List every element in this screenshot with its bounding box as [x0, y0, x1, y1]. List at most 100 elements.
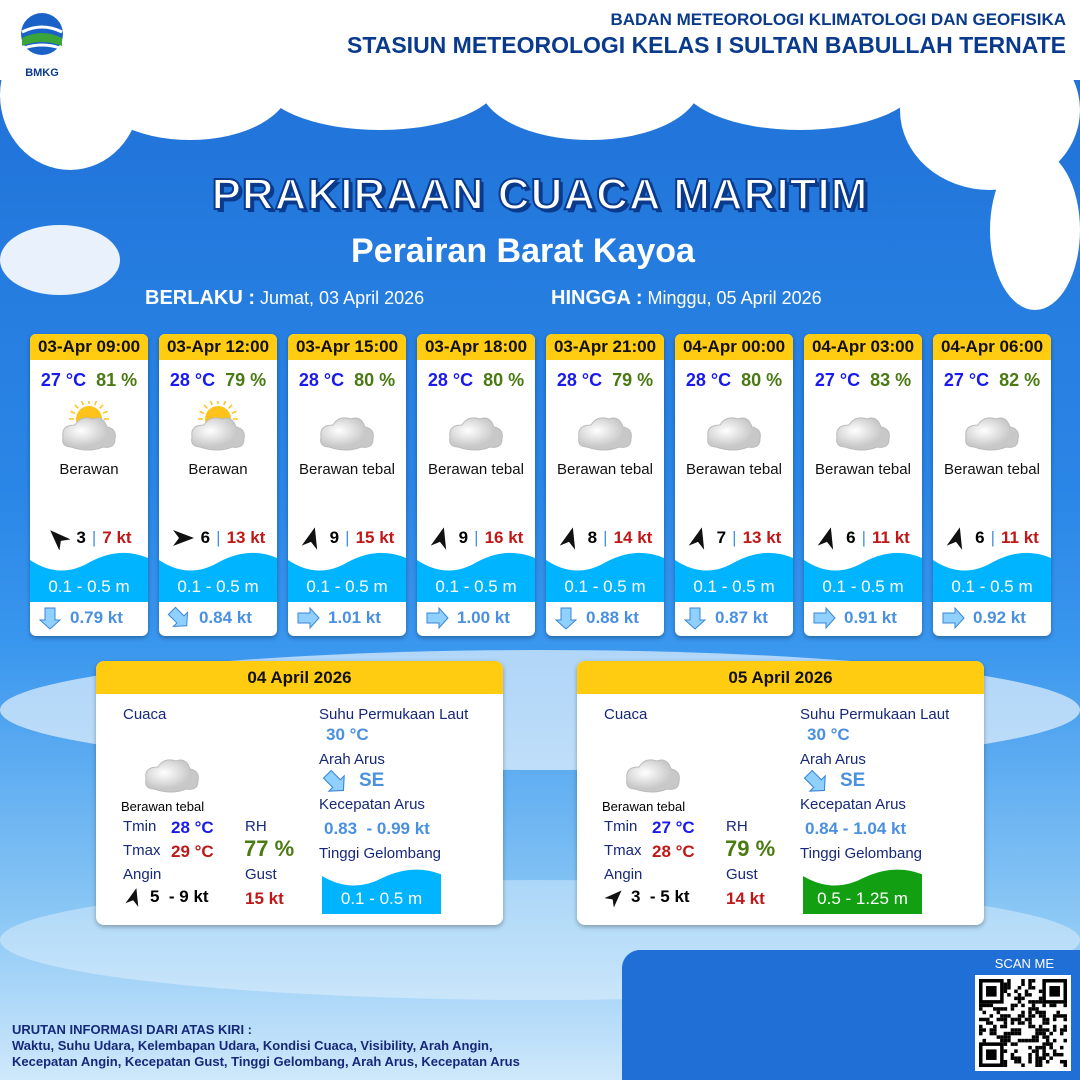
valid-from-value: Jumat, 03 April 2026: [260, 288, 425, 308]
label-sst: Suhu Permukaan Laut: [800, 706, 950, 723]
current-direction-icon: [38, 607, 62, 630]
weather-desc: Berawan: [59, 461, 119, 478]
wind-range: 5 - 9 kt: [150, 887, 209, 906]
label-tmin: Tmin: [123, 818, 157, 835]
station-name: STASIUN METEOROLOGI KELAS I SULTAN BABUL…: [347, 32, 1066, 58]
label-cuaca: Cuaca: [123, 706, 167, 723]
current-direction-icon: [426, 606, 449, 630]
rh-value: 79 %: [725, 836, 776, 861]
humidity: 80 %: [483, 370, 525, 390]
org-name: BADAN METEOROLOGI KLIMATOLOGI DAN GEOFIS…: [610, 10, 1066, 29]
wind-speed: 6: [200, 528, 211, 547]
qr-code[interactable]: [975, 975, 1071, 1071]
label-tinggi: Tinggi Gelombang: [319, 845, 442, 862]
label-sst: Suhu Permukaan Laut: [319, 706, 469, 723]
current-direction: SE: [359, 770, 385, 791]
wave-shape: [803, 869, 922, 914]
weather-desc: Berawan tebal: [299, 461, 395, 478]
wave-height: 0.1 - 0.5 m: [951, 577, 1033, 596]
humidity: 83 %: [870, 370, 912, 390]
forecast-card: 03-Apr 18:00 28 °C 80 % Berawan tebal 9 |…: [417, 334, 535, 636]
humidity: 79 %: [225, 370, 267, 390]
forecast-time: 03-Apr 09:00: [30, 334, 148, 360]
cloudy-icon: [965, 417, 1019, 451]
current-direction-icon: [803, 769, 826, 792]
cloudy-icon: [320, 417, 374, 451]
page-subtitle: Perairan Barat Kayoa: [351, 232, 695, 270]
humidity: 80 %: [741, 370, 783, 390]
label-angin: Angin: [123, 866, 162, 883]
divider: |: [91, 528, 97, 547]
wave-shape: [546, 552, 664, 602]
bmkg-logo: BMKG: [14, 12, 70, 79]
partly-cloudy-icon: [191, 401, 245, 451]
cloudy-icon: [145, 759, 199, 793]
legend-line: Kecepatan Angin, Kecepatan Gust, Tinggi …: [12, 1054, 520, 1069]
wave-shape: [675, 552, 793, 602]
forecast-card: 03-Apr 12:00 28 °C 79 % Berawan 6 | 13 kt …: [159, 334, 277, 636]
valid-from: BERLAKU : Jumat, 03 April 2026: [145, 287, 424, 310]
label-angin: Angin: [604, 866, 643, 883]
wind-direction-icon: [172, 530, 194, 546]
label-gust: Gust: [245, 866, 277, 883]
weather-desc: Berawan: [188, 461, 248, 478]
weather-desc: Berawan tebal: [815, 461, 911, 478]
gust-value: 15 kt: [245, 889, 284, 908]
forecast-time: 04-Apr 03:00: [804, 334, 922, 360]
wind-speed: 3: [76, 528, 86, 547]
label-rh: RH: [245, 818, 267, 835]
cloudy-icon: [836, 417, 890, 451]
divider: |: [732, 528, 737, 547]
divider: |: [345, 528, 350, 547]
wave-height: 0.5 - 1.25 m: [817, 889, 908, 908]
sst-value: 30 °C: [807, 725, 850, 744]
wave-height: 0.1 - 0.5 m: [48, 577, 130, 596]
label-cuaca: Cuaca: [604, 706, 648, 723]
forecast-card: 04-Apr 06:00 27 °C 82 % Berawan tebal 6 |…: [933, 334, 1051, 636]
label-tmax: Tmax: [123, 842, 161, 859]
wind-direction-icon: [817, 527, 834, 550]
label-tmax: Tmax: [604, 842, 642, 859]
divider: |: [990, 528, 996, 547]
weather-desc: Berawan tebal: [121, 799, 205, 814]
wave-shape: [804, 552, 922, 602]
temperature: 28 °C: [685, 370, 732, 390]
gust-speed: 16 kt: [484, 528, 524, 547]
wind-direction-icon: [946, 527, 963, 550]
wave-shape: [322, 869, 441, 914]
label-arah: Arah Arus: [319, 751, 385, 768]
wave-height: 0.1 - 0.5 m: [822, 577, 904, 596]
label-tinggi: Tinggi Gelombang: [800, 845, 923, 862]
temperature: 28 °C: [427, 370, 474, 390]
wave-shape: [288, 552, 406, 602]
page-title: PRAKIRAAN CUACA MARITIM: [211, 169, 869, 220]
legend-line: Waktu, Suhu Udara, Kelembapan Udara, Kon…: [12, 1038, 493, 1053]
forecast-time: 03-Apr 12:00: [159, 334, 277, 360]
wave-height: 0.1 - 0.5 m: [435, 577, 517, 596]
wave-height: 0.1 - 0.5 m: [564, 577, 646, 596]
tmax-value: 28 °C: [652, 842, 695, 861]
humidity: 82 %: [999, 370, 1041, 390]
current-direction-icon: [683, 607, 707, 630]
gust-speed: 13 kt: [742, 528, 782, 547]
valid-to-label: HINGGA :: [551, 287, 643, 309]
current-speed: 0.88 kt: [586, 608, 639, 627]
wind-direction-icon: [559, 527, 575, 550]
daily-date: 05 April 2026: [577, 661, 984, 694]
wave-shape: [159, 552, 277, 602]
cloud-decoration: [260, 30, 500, 130]
sst-value: 30 °C: [326, 725, 369, 744]
current-speed: 0.92 kt: [973, 608, 1026, 627]
current-direction-icon: [322, 769, 345, 792]
wave-shape: [933, 552, 1051, 602]
valid-to: HINGGA : Minggu, 05 April 2026: [551, 287, 822, 310]
daily-date: 04 April 2026: [96, 661, 503, 694]
forecast-time: 04-Apr 00:00: [675, 334, 793, 360]
valid-from-label: BERLAKU :: [145, 287, 255, 309]
divider: |: [474, 528, 479, 547]
cloud-decoration: [90, 30, 290, 140]
current-direction-icon: [942, 606, 965, 630]
wave-height: 0.1 - 0.5 m: [306, 577, 388, 596]
cloud-decoration: [680, 30, 920, 130]
current-direction: SE: [840, 770, 866, 791]
